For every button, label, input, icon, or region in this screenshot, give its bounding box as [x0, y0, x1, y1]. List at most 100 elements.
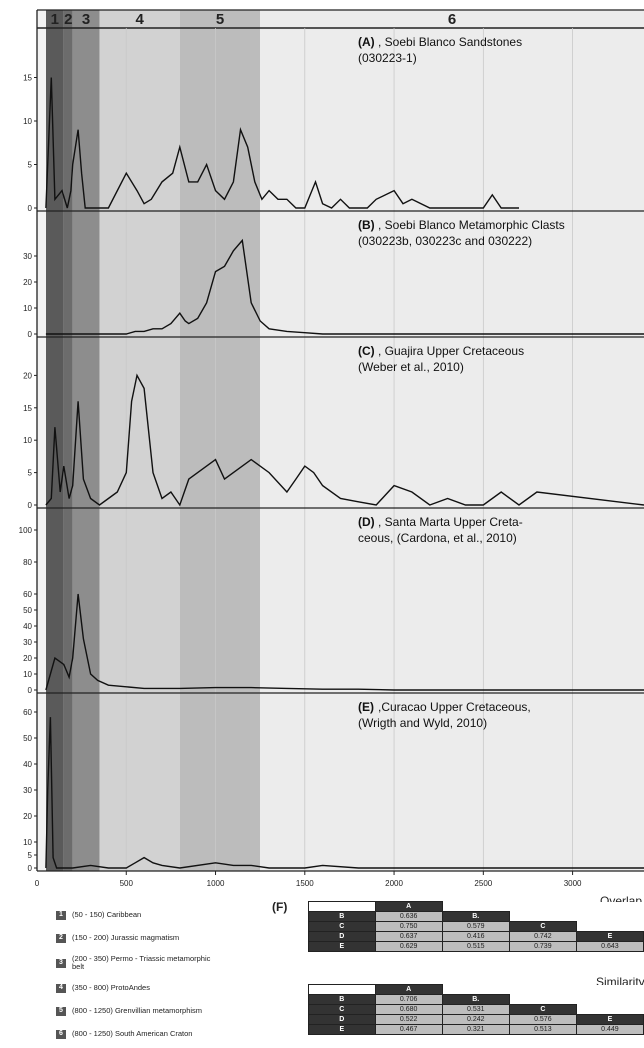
matrix-row-header: E [308, 941, 376, 952]
matrix-header-row: A [308, 984, 644, 995]
matrix-row-header: B [308, 994, 376, 1005]
similarity-matrix: A B 0.706 B. C 0.680 0.531 C D 0.522 0.2… [308, 984, 644, 1035]
legend-badge: 6 [56, 1029, 66, 1039]
y-tick-label: 40 [23, 760, 32, 769]
matrix-cell: 0.739 [508, 941, 577, 952]
y-tick-label: 60 [23, 708, 32, 717]
legend-text: (50 - 150) Caribbean [72, 910, 142, 919]
matrix-row-header: C [308, 1004, 376, 1015]
legend-text: (150 - 200) Jurassic magmatism [72, 933, 180, 942]
y-tick-label: 30 [23, 252, 32, 261]
panel-subtitle: (Weber et al., 2010) [358, 360, 464, 374]
zone-band-5 [179, 10, 261, 871]
y-tick-label: 0 [28, 864, 33, 873]
matrix-row-header: E [308, 1024, 376, 1035]
y-tick-label: 20 [23, 371, 32, 380]
matrix-col-header: E [575, 1014, 644, 1025]
matrix-row: E 0.467 0.321 0.513 0.449 [308, 1024, 644, 1035]
matrix-row-header: D [308, 1014, 376, 1025]
panel-title: ,Curacao Upper Cretaceous, [378, 700, 531, 714]
panel-title: , Santa Marta Upper Creta- [378, 515, 523, 529]
series-line-D [45, 593, 644, 691]
y-tick-label: 80 [23, 558, 32, 567]
zone-label-1: 1 [51, 11, 59, 28]
matrix-row: D 0.522 0.242 0.576 E [308, 1014, 644, 1025]
y-tick-label: 10 [23, 838, 32, 847]
panel-subtitle: (030223-1) [358, 51, 417, 65]
legend-text: (200 - 350) Permo - Triassic metamorphic… [72, 954, 211, 971]
matrix-row: B 0.636 B. [308, 911, 644, 922]
y-tick-label: 30 [23, 786, 32, 795]
series-line-C [45, 373, 644, 507]
panel-subtitle: (030223b, 030223c and 030222) [358, 234, 532, 248]
zone-label-3: 3 [82, 11, 90, 28]
legend-item-1: 1 (50 - 150) Caribbean [56, 906, 296, 924]
y-tick-label: 60 [23, 590, 32, 599]
x-tick-label: 500 [120, 879, 134, 888]
matrix-col-header: C [508, 1004, 577, 1015]
matrix-cell: 0.680 [374, 1004, 443, 1015]
matrix-cell: 0.467 [374, 1024, 443, 1035]
y-tick-label: 5 [28, 161, 33, 170]
matrix-row: B 0.706 B. [308, 994, 644, 1005]
matrix-cell: 0.531 [441, 1004, 510, 1015]
matrix-cell: 0.449 [575, 1024, 644, 1035]
y-tick-label: 20 [23, 812, 32, 821]
legend-item-5: 5 (800 - 1250) Grenvillian metamorphism [56, 1002, 296, 1020]
matrix-col-header: B. [441, 994, 510, 1005]
matrix-col-header: B. [441, 911, 510, 922]
matrix-header-row: A [308, 901, 644, 912]
panel-title: , Soebi Blanco Sandstones [378, 35, 522, 49]
matrix-row: C 0.680 0.531 C [308, 1004, 644, 1015]
zone-legend: 1 (50 - 150) Caribbean 2 (150 - 200) Juras… [56, 906, 296, 1048]
matrix-col-header: A [374, 984, 443, 995]
y-tick-label: 0 [28, 204, 33, 213]
legend-item-6: 6 (800 - 1250) South American Craton [56, 1025, 296, 1043]
matrix-cell: 0.742 [508, 931, 577, 942]
y-tick-label: 10 [23, 436, 32, 445]
matrix-cell: 0.522 [374, 1014, 443, 1025]
matrix-cell: 0.579 [441, 921, 510, 932]
zone-band-pre [37, 10, 46, 871]
y-tick-label: 10 [23, 304, 32, 313]
legend-text: (800 - 1250) South American Craton [72, 1029, 193, 1038]
y-tick-label: 15 [23, 74, 32, 83]
matrix-cell: 0.629 [374, 941, 443, 952]
matrix-corner [308, 901, 376, 912]
panel-title-bold: (B) [358, 218, 375, 232]
x-tick-label: 2000 [385, 879, 403, 888]
legend-badge: 1 [56, 910, 66, 920]
panel-title-bold: (A) [358, 35, 375, 49]
series-line-E [45, 717, 644, 869]
legend-item-2: 2 (150 - 200) Jurassic magmatism [56, 929, 296, 947]
y-tick-label: 50 [23, 734, 32, 743]
y-tick-label: 100 [19, 526, 33, 535]
matrix-row-header: C [308, 921, 376, 932]
legend-text: (800 - 1250) Grenvillian metamorphism [72, 1006, 203, 1015]
matrix-row-header: B [308, 911, 376, 922]
panel-subtitle: ceous, (Cardona, et al., 2010) [358, 531, 517, 545]
y-tick-label: 5 [28, 851, 33, 860]
y-tick-label: 40 [23, 622, 32, 631]
panel-title-bold: (D) [358, 515, 375, 529]
matrix-cell: 0.636 [374, 911, 443, 922]
y-tick-label: 5 [28, 469, 33, 478]
y-tick-label: 0 [28, 686, 33, 695]
panel-title-bold: (E) [358, 700, 374, 714]
zone-band-6 [260, 10, 644, 871]
panel-title: , Guajira Upper Cretaceous [378, 344, 524, 358]
matrix-row: E 0.629 0.515 0.739 0.643 [308, 941, 644, 952]
y-tick-label: 10 [23, 670, 32, 679]
matrix-cell: 0.750 [374, 921, 443, 932]
matrix-row: D 0.637 0.416 0.742 E [308, 931, 644, 942]
y-tick-label: 20 [23, 654, 32, 663]
series-line-B [45, 238, 644, 335]
zone-band-4 [99, 10, 180, 871]
legend-badge: 2 [56, 933, 66, 943]
legend-item-3: 3 (200 - 350) Permo - Triassic metamorphi… [56, 952, 296, 974]
zone-band-3 [72, 10, 100, 871]
zone-band-2 [63, 10, 73, 871]
series-line-A [45, 77, 519, 209]
matrix-col-header: C [508, 921, 577, 932]
matrix-cell: 0.706 [374, 994, 443, 1005]
